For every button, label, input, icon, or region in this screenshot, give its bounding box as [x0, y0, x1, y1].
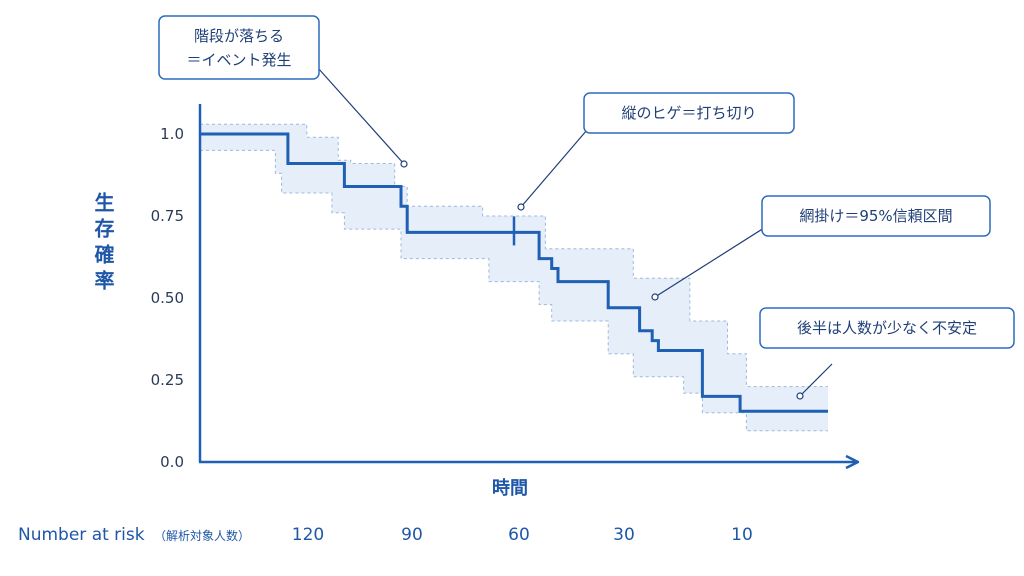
- callout-censor-box: [583, 92, 795, 134]
- callout-ci-pin: [651, 293, 659, 301]
- callout-event-box: [158, 15, 320, 80]
- callout-censor-leader: [520, 129, 588, 208]
- callout-ci-line-1: 網掛け＝95%信頼区間: [799, 207, 952, 225]
- callout-event-pin: [400, 160, 408, 168]
- ci-upper-bound: [200, 123, 828, 388]
- callout-censor: 縦のヒゲ＝打ち切り: [517, 92, 795, 211]
- callout-late-pin: [796, 392, 804, 400]
- y-tick-label-1: 0.25: [151, 371, 184, 389]
- callout-late-leader: [799, 363, 833, 397]
- callout-event-line-2: ＝イベント発生: [186, 51, 291, 69]
- y-tick-label-2: 0.50: [151, 289, 184, 307]
- callout-censor-line-1: 縦のヒゲ＝打ち切り: [621, 104, 756, 122]
- y-tick-label-0: 0.0: [160, 453, 184, 471]
- risk-label-main: Number at risk: [18, 525, 145, 545]
- risk-value-1: 90: [401, 525, 423, 545]
- callout-ci-leader: [654, 227, 765, 298]
- ci-lower-bound: [200, 149, 828, 432]
- risk-value-0: 120: [292, 525, 324, 545]
- x-axis-arrowhead: [845, 454, 860, 470]
- survival-step-line: [200, 132, 828, 413]
- confidence-band: [200, 123, 828, 432]
- risk-value-3: 30: [613, 525, 635, 545]
- callout-late-box: [759, 307, 1015, 349]
- x-axis-title: 時間: [492, 478, 528, 499]
- survival-curve: [200, 132, 828, 413]
- callout-ci: 網掛け＝95%信頼区間: [651, 195, 991, 301]
- ci-band-area: [200, 124, 828, 431]
- risk-table-label: Number at risk （解析対象人数）: [18, 525, 250, 545]
- callout-censor-pin: [517, 203, 525, 211]
- y-tick-labels: 0.0 0.25 0.50 0.75 1.0: [151, 125, 184, 471]
- callout-ci-box: [761, 195, 991, 237]
- callout-event: 階段が落ちる ＝イベント発生: [158, 15, 408, 168]
- risk-value-2: 60: [508, 525, 530, 545]
- callout-late: 後半は人数が少なく不安定: [759, 307, 1015, 400]
- risk-table: Number at risk （解析対象人数） 120 90 60 30 10: [18, 525, 753, 545]
- risk-value-4: 10: [731, 525, 753, 545]
- callout-event-line-1: 階段が落ちる: [194, 27, 284, 45]
- y-tick-label-4: 1.0: [160, 125, 184, 143]
- risk-label-note: （解析対象人数）: [154, 528, 250, 543]
- y-tick-label-3: 0.75: [151, 207, 184, 225]
- callout-event-leader: [317, 67, 405, 165]
- y-axis-title: 生存確率: [91, 192, 115, 296]
- axes: [198, 104, 860, 470]
- callout-late-line-1: 後半は人数が少なく不安定: [797, 319, 977, 337]
